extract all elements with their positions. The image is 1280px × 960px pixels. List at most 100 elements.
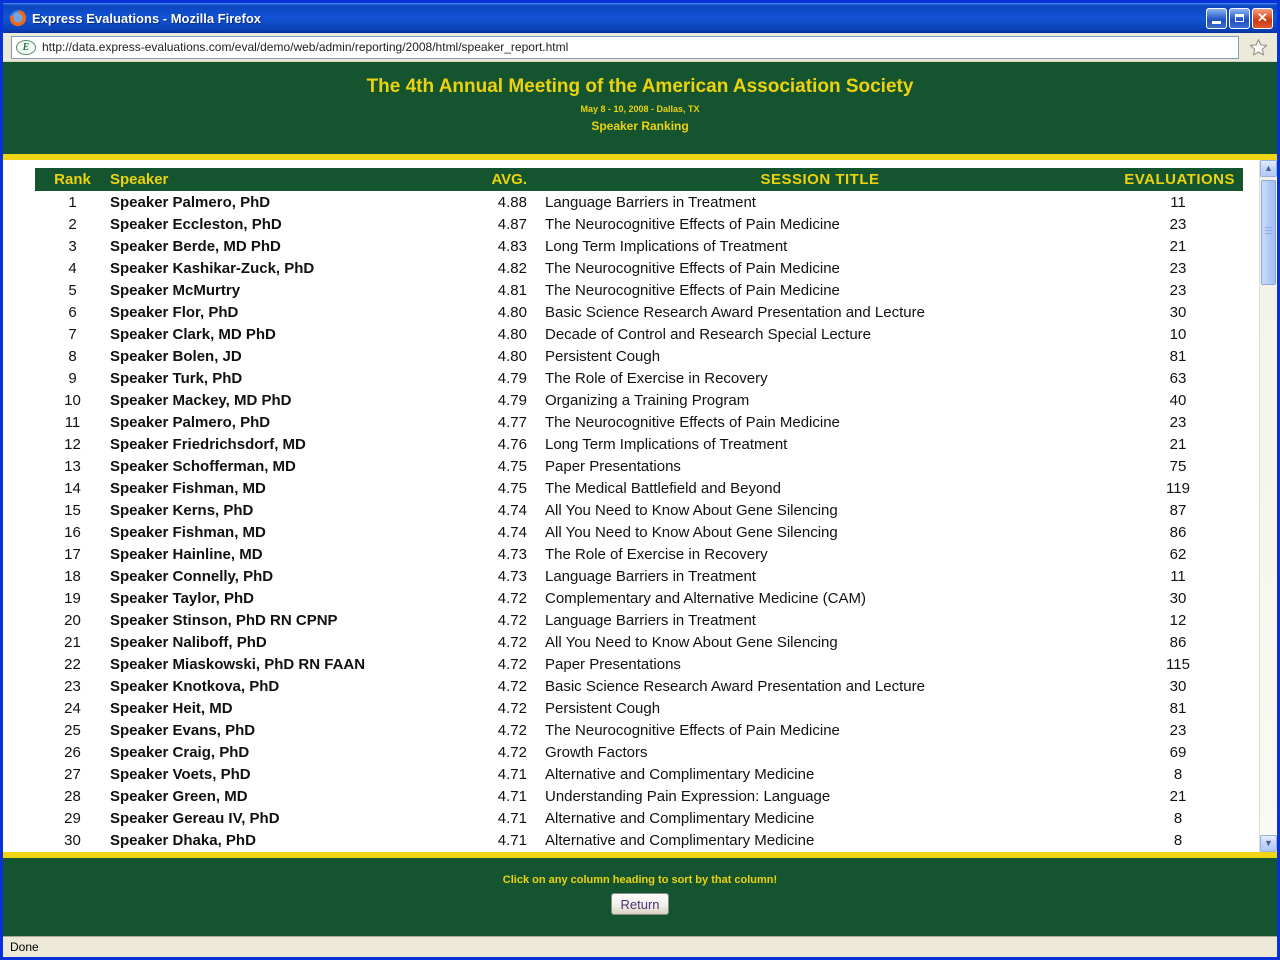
- page-viewport: The 4th Annual Meeting of the American A…: [3, 62, 1277, 936]
- rank-cell: 23: [64, 677, 81, 695]
- speaker-cell: Speaker Clark, MD PhD: [110, 325, 276, 343]
- speaker-cell: Speaker Knotkova, PhD: [110, 677, 280, 695]
- speaker-cell: Speaker Heit, MD: [110, 699, 233, 717]
- table-row: 12 Speaker Friedrichsdorf, MD 4.76 Long Ter…: [35, 433, 1243, 455]
- evaluations-cell: 30: [1169, 677, 1187, 695]
- evaluations-cell: 115: [1166, 655, 1190, 673]
- column-header-avg[interactable]: AVG.: [470, 168, 527, 191]
- sort-hint-text: Click on any column heading to sort by t…: [502, 874, 778, 886]
- speaker-cell: Speaker Turk, PhD: [110, 369, 243, 387]
- rank-cell: 17: [64, 545, 81, 563]
- column-header-evaluations[interactable]: EVALUATIONS: [1113, 168, 1243, 191]
- window-titlebar[interactable]: Express Evaluations - Mozilla Firefox ✕: [3, 3, 1277, 33]
- column-header-session[interactable]: SESSION TITLE: [527, 168, 1113, 191]
- session-title-cell: The Neurocognitive Effects of Pain Medic…: [545, 259, 840, 277]
- rank-cell: 3: [68, 237, 77, 255]
- status-text: Done: [10, 940, 39, 954]
- speaker-cell: Speaker Evans, PhD: [110, 721, 256, 739]
- evaluations-cell: 23: [1169, 281, 1187, 299]
- rank-cell: 27: [64, 765, 81, 783]
- rank-cell: 20: [64, 611, 81, 629]
- session-title-cell: Long Term Implications of Treatment: [545, 237, 788, 255]
- session-title-cell: Persistent Cough: [545, 699, 661, 717]
- avg-cell: 4.73: [497, 545, 527, 563]
- maximize-button[interactable]: [1229, 7, 1250, 29]
- speaker-ranking-table: Rank Speaker AVG. SESSION TITLE EVALUATI…: [35, 168, 1243, 851]
- rank-cell: 16: [64, 523, 81, 541]
- minimize-button[interactable]: [1206, 7, 1227, 29]
- session-title-cell: The Neurocognitive Effects of Pain Medic…: [545, 721, 840, 739]
- avg-cell: 4.80: [497, 303, 527, 321]
- rank-cell: 30: [64, 831, 81, 849]
- table-row: 18 Speaker Connelly, PhD 4.73 Language Barr…: [35, 565, 1243, 587]
- table-row: 24 Speaker Heit, MD 4.72 Persistent Cough 81: [35, 697, 1243, 719]
- status-bar: Done: [3, 936, 1277, 957]
- page-footer: Click on any column heading to sort by t…: [3, 858, 1277, 936]
- avg-cell: 4.72: [497, 677, 527, 695]
- evaluations-cell: 11: [1170, 567, 1186, 585]
- page-header: The 4th Annual Meeting of the American A…: [3, 62, 1277, 154]
- avg-cell: 4.71: [497, 831, 527, 849]
- session-title-cell: Persistent Cough: [545, 347, 661, 365]
- avg-cell: 4.73: [497, 567, 527, 585]
- avg-cell: 4.72: [497, 655, 527, 673]
- evaluations-cell: 23: [1169, 413, 1187, 431]
- session-title-cell: Basic Science Research Award Presentatio…: [545, 303, 925, 321]
- speaker-cell: Speaker Craig, PhD: [110, 743, 250, 761]
- speaker-cell: Speaker Bolen, JD: [110, 347, 242, 365]
- avg-cell: 4.72: [497, 611, 527, 629]
- table-header-row: Rank Speaker AVG. SESSION TITLE EVALUATI…: [35, 168, 1243, 191]
- rank-cell: 8: [68, 347, 77, 365]
- avg-cell: 4.72: [497, 699, 527, 717]
- table-row: 16 Speaker Fishman, MD 4.74 All You Need to…: [35, 521, 1243, 543]
- session-title-cell: Alternative and Complimentary Medicine: [545, 809, 815, 827]
- session-title-cell: The Role of Exercise in Recovery: [545, 369, 768, 387]
- avg-cell: 4.79: [497, 391, 527, 409]
- url-input[interactable]: E http://data.express-evaluations.com/ev…: [11, 35, 1239, 59]
- evaluations-cell: 21: [1169, 237, 1187, 255]
- rank-cell: 22: [64, 655, 81, 673]
- rank-cell: 7: [68, 325, 77, 343]
- avg-cell: 4.81: [497, 281, 527, 299]
- url-text: http://data.express-evaluations.com/eval…: [42, 40, 569, 54]
- avg-cell: 4.82: [497, 259, 527, 277]
- session-title-cell: The Neurocognitive Effects of Pain Medic…: [545, 281, 840, 299]
- session-title-cell: Alternative and Complimentary Medicine: [545, 765, 815, 783]
- evaluations-cell: 30: [1169, 303, 1187, 321]
- evaluations-cell: 62: [1169, 545, 1187, 563]
- session-title-cell: The Role of Exercise in Recovery: [545, 545, 768, 563]
- avg-cell: 4.72: [497, 721, 527, 739]
- gold-divider-top: [3, 154, 1277, 160]
- column-header-rank[interactable]: Rank: [35, 168, 110, 191]
- evaluations-cell: 12: [1169, 611, 1187, 629]
- vertical-scrollbar[interactable]: ▲ ▼: [1259, 160, 1277, 852]
- rank-cell: 14: [64, 479, 81, 497]
- rank-cell: 15: [64, 501, 81, 519]
- rank-cell: 2: [68, 215, 77, 233]
- evaluations-cell: 8: [1173, 765, 1183, 783]
- table-row: 6 Speaker Flor, PhD 4.80 Basic Science Rese…: [35, 301, 1243, 323]
- session-title-cell: The Neurocognitive Effects of Pain Medic…: [545, 413, 840, 431]
- evaluations-cell: 63: [1169, 369, 1187, 387]
- session-title-cell: Alternative and Complimentary Medicine: [545, 831, 815, 849]
- scrollbar-thumb[interactable]: [1261, 180, 1276, 285]
- avg-cell: 4.74: [497, 501, 527, 519]
- speaker-cell: Speaker Green, MD: [110, 787, 248, 805]
- evaluations-cell: 81: [1169, 347, 1187, 365]
- session-title-cell: Paper Presentations: [545, 655, 681, 673]
- bookmark-star-icon[interactable]: [1247, 38, 1269, 57]
- rank-cell: 29: [64, 809, 81, 827]
- return-button[interactable]: Return: [611, 893, 669, 915]
- window-controls: ✕: [1206, 7, 1273, 29]
- scroll-up-icon[interactable]: ▲: [1260, 160, 1277, 177]
- speaker-cell: Speaker Schofferman, MD: [110, 457, 296, 475]
- close-button[interactable]: ✕: [1252, 7, 1273, 29]
- evaluations-cell: 30: [1169, 589, 1187, 607]
- column-header-speaker[interactable]: Speaker: [110, 168, 470, 191]
- evaluations-cell: 81: [1169, 699, 1187, 717]
- avg-cell: 4.80: [497, 325, 527, 343]
- speaker-cell: Speaker Dhaka, PhD: [110, 831, 256, 849]
- table-row: 10 Speaker Mackey, MD PhD 4.79 Organizing a…: [35, 389, 1243, 411]
- scroll-down-icon[interactable]: ▼: [1260, 835, 1277, 852]
- session-title-cell: All You Need to Know About Gene Silencin…: [545, 523, 838, 541]
